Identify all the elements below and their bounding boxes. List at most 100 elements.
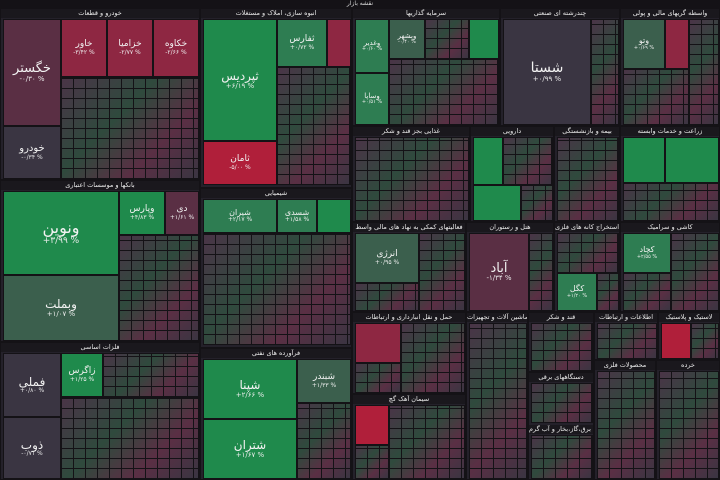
sector-insurance[interactable]: بیمه و بازنشستگی bbox=[554, 126, 620, 222]
stock-tile[interactable]: ثپردیس +۶/۱۹ % bbox=[203, 19, 277, 141]
stock-tile[interactable]: خگستر -۰/۳۰ % bbox=[3, 19, 61, 126]
sector-realestate[interactable]: انبوه سازی، املاک و مستغلات ثپردیس +۶/۱۹ … bbox=[200, 8, 352, 188]
stock-tile[interactable]: زاگرس +۱/۲۵ % bbox=[61, 353, 103, 397]
sector-machinery[interactable]: ماشین آلات و تجهیزات bbox=[466, 312, 528, 480]
stock-tile[interactable]: کگل +۱/۲۰ % bbox=[557, 273, 597, 311]
sector-rubber[interactable]: لاستیک و پلاستیک bbox=[658, 312, 720, 360]
small-stocks-grid[interactable] bbox=[355, 445, 389, 479]
small-stocks-grid[interactable] bbox=[203, 233, 351, 345]
stock-tile[interactable]: ونوین +۳/۹۹ % bbox=[3, 191, 119, 275]
stock-tile[interactable] bbox=[317, 199, 351, 233]
sector-devices[interactable]: دستگاههای برقی عرضه برق،گاز،بخار و آب گر… bbox=[528, 372, 594, 480]
stock-tile[interactable]: شپنا +۲/۶۶ % bbox=[203, 359, 297, 419]
sector-computer[interactable]: فعالیتهای کمکی به نهاد های مالی واسط انر… bbox=[352, 222, 466, 312]
stock-tile[interactable]: خاور -۳/۴۲ % bbox=[61, 19, 107, 77]
sector-telecom[interactable]: اطلاعات و ارتباطات bbox=[594, 312, 658, 360]
stock-tile[interactable]: وتو +۰/۶۹ % bbox=[623, 19, 665, 69]
small-stocks-grid[interactable] bbox=[597, 273, 619, 311]
small-stocks-grid[interactable] bbox=[597, 323, 657, 359]
stock-tile[interactable]: خودرو -۰/۳۴ % bbox=[3, 126, 61, 179]
sector-misc[interactable]: خرده bbox=[656, 360, 720, 480]
stock-tile[interactable]: وغدیر +۰/۶۰ % bbox=[355, 19, 389, 73]
stock-tile[interactable]: خزامیا -۲/۷۷ % bbox=[107, 19, 153, 77]
small-stocks-grid[interactable] bbox=[355, 283, 419, 311]
sector-transport2[interactable]: حمل و نقل انبارداری و ارتباطات bbox=[352, 312, 466, 394]
sector-refinery[interactable]: فرآورده های نفتی شپنا +۲/۶۶ % شتران +۱/۶۷ … bbox=[200, 348, 352, 480]
small-stocks-grid[interactable] bbox=[119, 235, 199, 341]
sector-auto[interactable]: خودرو و قطعات خگستر -۰/۳۰ % خاور -۳/۴۲ % خ… bbox=[0, 8, 200, 180]
sector-finance[interactable]: واسطه گریهای مالی و پولی وتو +۰/۶۹ % bbox=[620, 8, 720, 126]
stock-tile[interactable] bbox=[355, 405, 389, 445]
stock-tile[interactable]: شبندر +۱/۳۳ % bbox=[297, 359, 351, 403]
small-stocks-grid[interactable] bbox=[623, 183, 719, 221]
small-stocks-grid[interactable] bbox=[659, 371, 719, 479]
small-stocks-grid[interactable] bbox=[401, 323, 465, 393]
small-stocks-grid[interactable] bbox=[503, 137, 553, 185]
small-stocks-grid[interactable] bbox=[531, 383, 593, 423]
small-stocks-grid[interactable] bbox=[557, 137, 619, 221]
small-stocks-grid[interactable] bbox=[521, 185, 553, 221]
small-stocks-grid[interactable] bbox=[355, 137, 469, 221]
small-stocks-grid[interactable] bbox=[103, 353, 199, 397]
small-stocks-grid[interactable] bbox=[531, 435, 593, 479]
stock-tile[interactable]: ثامان -۵/۰۰ % bbox=[203, 141, 277, 185]
stock-tile[interactable]: وبشهر -۰/۴۰ % bbox=[389, 19, 425, 59]
sector-cement[interactable]: استخراج کانه های فلزی کگل +۱/۲۰ % bbox=[554, 222, 620, 312]
sector-sugar[interactable]: قند و شکر bbox=[528, 312, 594, 372]
sector-chemical[interactable]: شیمیایی شیران +۲/۱۷ % شسدی +۱/۵۸ % bbox=[200, 188, 352, 348]
sector-tile[interactable]: کاشی و سرامیک کچاد +۲/۵۵ % bbox=[620, 222, 720, 312]
stock-tile[interactable]: آباد -۱/۳۴ % bbox=[469, 233, 529, 311]
small-stocks-grid[interactable] bbox=[277, 67, 351, 185]
small-stocks-grid[interactable] bbox=[689, 19, 719, 125]
stock-tile[interactable] bbox=[327, 19, 351, 67]
stock-tile[interactable]: دی +۱/۶۱ % bbox=[165, 191, 199, 235]
small-stocks-grid[interactable] bbox=[389, 59, 499, 125]
small-stocks-grid[interactable] bbox=[597, 371, 655, 479]
small-stocks-grid[interactable] bbox=[355, 363, 401, 393]
stock-tile[interactable]: خکاوه -۲/۶۶ % bbox=[153, 19, 199, 77]
stock-tile[interactable]: شسدی +۱/۵۸ % bbox=[277, 199, 317, 233]
stock-tile[interactable]: وبملت +۱/۰۷ % bbox=[3, 275, 119, 341]
stock-tile[interactable] bbox=[473, 137, 503, 185]
stock-tile[interactable]: شستا +۰/۹۹ % bbox=[503, 19, 591, 125]
stock-tile[interactable]: انرژی +۰/۹۵ % bbox=[355, 233, 419, 283]
stock-tile[interactable] bbox=[665, 137, 719, 183]
small-stocks-grid[interactable] bbox=[425, 19, 469, 59]
stock-tile[interactable]: وپارس +۴/۸۳ % bbox=[119, 191, 165, 235]
small-stocks-grid[interactable] bbox=[623, 273, 671, 311]
stock-tile[interactable]: وساپا +۰/۵۱ % bbox=[355, 73, 389, 125]
stock-tile[interactable]: شتران +۱/۶۷ % bbox=[203, 419, 297, 479]
sector-transport[interactable]: زراعت و خدمات وابسته bbox=[620, 126, 720, 222]
stock-tile[interactable]: کچاد +۲/۵۵ % bbox=[623, 233, 671, 273]
small-stocks-grid[interactable] bbox=[671, 233, 719, 311]
small-stocks-grid[interactable] bbox=[389, 405, 465, 479]
sector-metals[interactable]: فلزات اساسی فملی +۰/۸۰ % ذوب -۰/۷۱ % زاگرس… bbox=[0, 342, 200, 480]
stock-tile[interactable] bbox=[623, 137, 665, 183]
small-stocks-grid[interactable] bbox=[297, 403, 351, 479]
small-stocks-grid[interactable] bbox=[557, 233, 619, 273]
stock-tile[interactable]: شیران +۲/۱۷ % bbox=[203, 199, 277, 233]
small-stocks-grid[interactable] bbox=[529, 233, 553, 311]
sector-nonmetal[interactable]: محصولات فلزی bbox=[594, 360, 656, 480]
small-stocks-grid[interactable] bbox=[61, 77, 199, 179]
small-stocks-grid[interactable] bbox=[691, 323, 719, 359]
sector-cement2[interactable]: سیمان آهک گچ bbox=[352, 394, 466, 480]
sector-banks[interactable]: بانکها و موسسات اعتباری ونوین +۳/۹۹ % وبم… bbox=[0, 180, 200, 342]
stock-tile[interactable] bbox=[661, 323, 691, 359]
small-stocks-grid[interactable] bbox=[469, 323, 527, 479]
stock-tile[interactable] bbox=[665, 19, 689, 69]
small-stocks-grid[interactable] bbox=[61, 397, 199, 479]
stock-tile[interactable]: ذوب -۰/۷۱ % bbox=[3, 417, 61, 479]
sector-pharma[interactable]: دارویی bbox=[470, 126, 554, 222]
small-stocks-grid[interactable] bbox=[623, 69, 689, 125]
small-stocks-grid[interactable] bbox=[531, 323, 593, 371]
sector-retail[interactable]: سرمایه گذاریها وغدیر +۰/۶۰ % وساپا +۰/۵۱ %… bbox=[352, 8, 500, 126]
stock-tile[interactable] bbox=[473, 185, 521, 221]
stock-tile[interactable]: فملی +۰/۸۰ % bbox=[3, 353, 61, 417]
stock-tile[interactable]: ثفارس +۰/۷۲ % bbox=[277, 19, 327, 67]
small-stocks-grid[interactable] bbox=[591, 19, 619, 125]
sector-hotel[interactable]: هتل و رستوران آباد -۱/۳۴ % bbox=[466, 222, 554, 312]
sector-industry[interactable]: چندرشته ای صنعتی شستا +۰/۹۹ % bbox=[500, 8, 620, 126]
sector-food[interactable]: غذایی بجز قند و شکر bbox=[352, 126, 470, 222]
small-stocks-grid[interactable] bbox=[419, 233, 465, 311]
